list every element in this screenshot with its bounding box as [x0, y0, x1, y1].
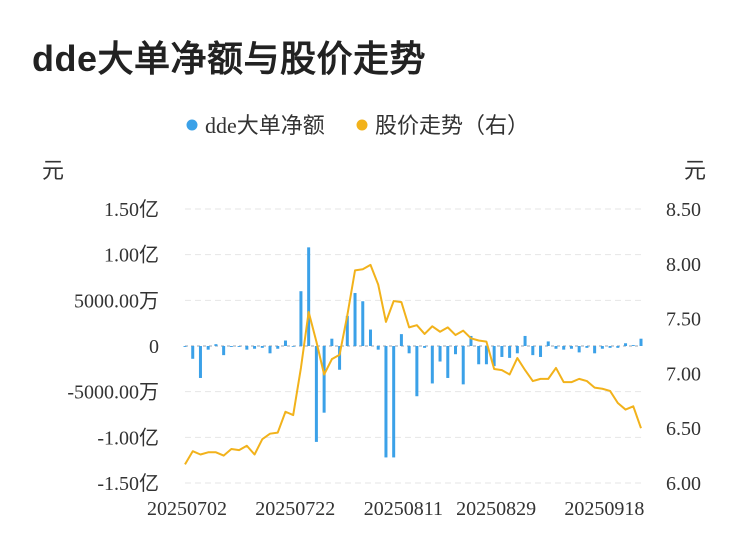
bar [260, 346, 264, 348]
bar [600, 346, 604, 349]
bar [206, 346, 210, 350]
bar [253, 346, 257, 349]
bar [492, 346, 496, 367]
x-tick-label: 20250829 [456, 498, 536, 520]
bar [616, 346, 620, 348]
bar [484, 346, 488, 365]
bar [423, 346, 427, 348]
x-tick-label: 20250811 [364, 498, 443, 520]
bar [368, 329, 372, 346]
bar [577, 346, 581, 353]
bar [314, 346, 318, 442]
price-line [184, 263, 642, 465]
bar [438, 346, 442, 362]
bar [283, 340, 287, 346]
bar [454, 346, 458, 355]
legend-swatch-price [356, 119, 368, 131]
bar [392, 346, 396, 458]
bar [631, 345, 635, 346]
bar [322, 346, 326, 413]
line-series [184, 263, 642, 465]
bar [477, 346, 481, 365]
bar [639, 338, 643, 346]
bar [384, 346, 388, 458]
bar [399, 334, 403, 346]
bar [191, 346, 195, 359]
legend-label-price: 股价走势（右） [375, 113, 529, 138]
left-tick-label: 1.50亿 [104, 198, 159, 221]
bar [546, 341, 550, 346]
left-tick-label: 1.00亿 [104, 244, 159, 267]
bar [523, 335, 527, 346]
bar-series [183, 247, 643, 458]
bar [415, 346, 419, 397]
bar [214, 344, 218, 346]
left-tick-label: 5000.00万 [74, 290, 159, 312]
right-tick-label: 6.50 [666, 418, 701, 440]
gridlines [185, 208, 641, 484]
right-tick-label: 8.50 [666, 199, 701, 221]
left-tick-label: -1.00亿 [97, 426, 159, 449]
bar [461, 346, 465, 385]
right-tick-label: 8.00 [666, 254, 701, 276]
bar [198, 346, 202, 378]
bar [291, 346, 295, 347]
bar [608, 346, 612, 348]
bar [237, 346, 241, 347]
bar [469, 335, 473, 346]
bar [376, 346, 380, 350]
left-tick-label: -1.50亿 [97, 472, 159, 495]
bar [500, 346, 504, 357]
bar [353, 293, 357, 346]
bar [299, 291, 303, 346]
bar [446, 346, 450, 378]
right-tick-label: 7.00 [666, 363, 701, 385]
left-tick-label: -5000.00万 [67, 382, 159, 404]
right-axis-unit: 元 [684, 158, 706, 183]
x-tick-label: 20250702 [147, 498, 227, 520]
x-tick-label: 20250918 [564, 498, 644, 520]
bar [539, 346, 543, 357]
bar [345, 315, 349, 346]
bar [593, 346, 597, 354]
bar [554, 346, 558, 349]
right-axis-ticks: 8.50 8.00 7.50 7.00 6.50 6.00 [666, 199, 701, 495]
left-tick-label: 0 [149, 336, 159, 358]
chart-title: dde大单净额与股价走势 [32, 38, 427, 79]
x-tick-label: 20250722 [255, 498, 335, 520]
bar [183, 346, 187, 347]
bar [245, 346, 249, 350]
bar [562, 346, 566, 350]
bar [222, 346, 226, 356]
bar [229, 346, 233, 347]
bar [276, 346, 280, 349]
bar [361, 301, 365, 346]
bar [624, 343, 628, 346]
left-axis-ticks: 1.50亿 1.00亿 5000.00万 0 -5000.00万 -1.00亿 -1.50亿 [67, 198, 159, 495]
bar [508, 346, 512, 358]
legend: dde大单净额 股价走势（右） [186, 113, 529, 138]
bar [585, 346, 589, 348]
bar [407, 346, 411, 354]
bar [515, 346, 519, 354]
x-axis-ticks: 20250702 20250722 20250811 20250829 20250918 [147, 498, 644, 520]
right-tick-label: 6.00 [666, 473, 701, 495]
bar [430, 346, 434, 384]
legend-swatch-dde [186, 119, 198, 131]
bar [307, 247, 311, 346]
bar [268, 346, 272, 354]
bar [531, 346, 535, 356]
legend-label-dde: dde大单净额 [205, 113, 325, 138]
left-axis-unit: 元 [42, 158, 64, 183]
bar [330, 338, 334, 346]
bar [569, 346, 573, 349]
bar [338, 346, 342, 370]
right-tick-label: 7.50 [666, 309, 701, 331]
